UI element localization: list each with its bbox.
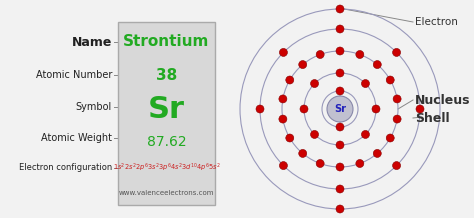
Circle shape — [356, 160, 364, 167]
Circle shape — [336, 205, 344, 213]
Text: $1s^22s^22p^63s^23p^64s^23d^{10}4p^65s^2$: $1s^22s^22p^63s^23p^64s^23d^{10}4p^65s^2… — [113, 162, 220, 174]
Circle shape — [356, 51, 364, 58]
Text: Nucleus: Nucleus — [415, 94, 471, 107]
Circle shape — [279, 115, 287, 123]
Circle shape — [362, 130, 369, 138]
Circle shape — [393, 95, 401, 103]
Circle shape — [393, 115, 401, 123]
Circle shape — [336, 163, 344, 171]
Circle shape — [256, 105, 264, 113]
Circle shape — [280, 162, 287, 170]
Circle shape — [316, 160, 324, 167]
Circle shape — [374, 61, 381, 69]
Circle shape — [310, 80, 319, 88]
Text: www.valenceelectrons.com: www.valenceelectrons.com — [119, 190, 214, 196]
Text: Strontium: Strontium — [123, 34, 210, 49]
Circle shape — [372, 105, 380, 113]
Text: Electron configuration: Electron configuration — [19, 164, 112, 172]
Circle shape — [336, 5, 344, 13]
Circle shape — [336, 123, 344, 131]
Circle shape — [336, 185, 344, 193]
Circle shape — [327, 96, 353, 122]
Circle shape — [362, 80, 369, 88]
Circle shape — [336, 25, 344, 33]
Text: 38: 38 — [156, 68, 177, 82]
Text: Atomic Weight: Atomic Weight — [41, 133, 112, 143]
Circle shape — [336, 141, 344, 149]
Circle shape — [386, 134, 394, 142]
Circle shape — [299, 61, 307, 69]
Text: Sr: Sr — [334, 104, 346, 114]
Circle shape — [310, 130, 319, 138]
Circle shape — [300, 105, 308, 113]
Text: Shell: Shell — [415, 111, 450, 124]
Circle shape — [336, 47, 344, 55]
FancyBboxPatch shape — [118, 22, 215, 205]
Circle shape — [280, 48, 287, 56]
Circle shape — [392, 162, 401, 170]
Circle shape — [336, 69, 344, 77]
Circle shape — [279, 95, 287, 103]
Circle shape — [286, 134, 294, 142]
Circle shape — [374, 149, 381, 157]
Circle shape — [286, 76, 294, 84]
Circle shape — [416, 105, 424, 113]
Text: Symbol: Symbol — [76, 102, 112, 112]
Text: 87.62: 87.62 — [146, 135, 186, 149]
Text: Atomic Number: Atomic Number — [36, 70, 112, 80]
Circle shape — [299, 149, 307, 157]
Text: Electron: Electron — [415, 17, 458, 27]
Circle shape — [316, 51, 324, 58]
Circle shape — [386, 76, 394, 84]
Circle shape — [336, 87, 344, 95]
Text: Sr: Sr — [148, 95, 185, 124]
Text: Name: Name — [72, 36, 112, 48]
Circle shape — [392, 48, 401, 56]
